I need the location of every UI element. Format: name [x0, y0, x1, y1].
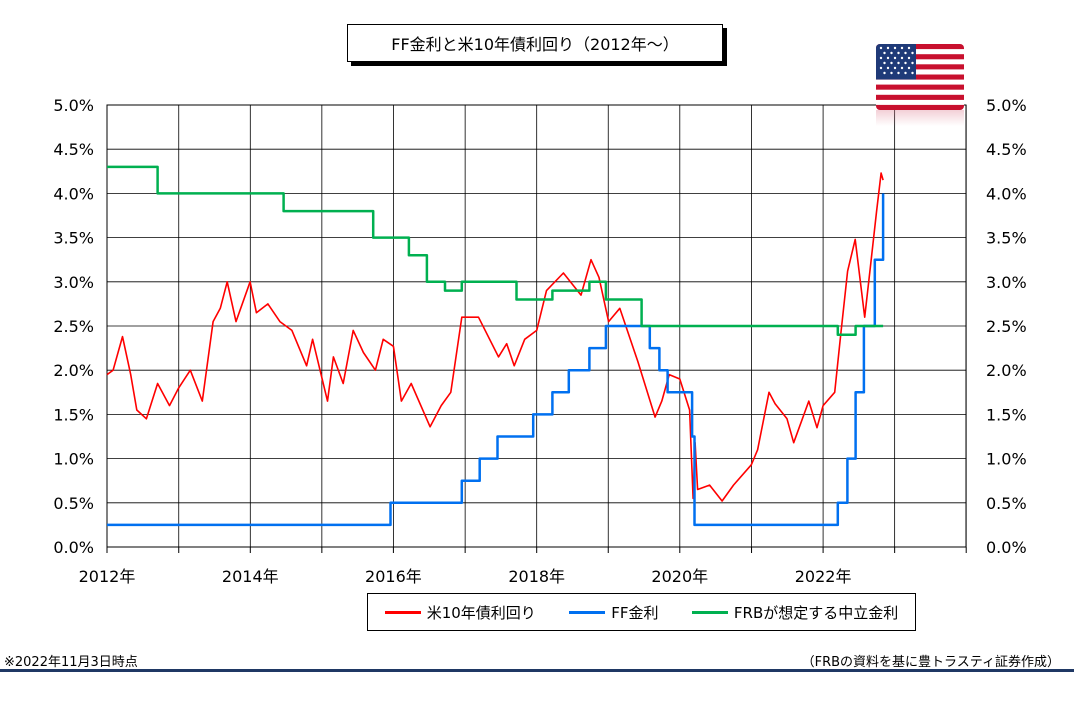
legend-label-neutral: FRBが想定する中立金利 [733, 603, 899, 622]
x-tick-label: 2016年 [365, 567, 422, 586]
ff-rate-line [107, 193, 885, 527]
legend-swatch-ff [569, 610, 606, 614]
legend-label-us10y: 米10年債利回り [426, 603, 536, 622]
x-tick-label: 2022年 [795, 567, 852, 586]
legend-item-us10y: 米10年債利回り [384, 602, 536, 623]
x-tick-label: 2020年 [651, 567, 708, 586]
bottom-rule [0, 669, 1074, 672]
x-tick-label: 2012年 [79, 567, 136, 586]
y-tick-label-left: 1.5% [53, 405, 94, 424]
x-tick-label: 2014年 [222, 567, 279, 586]
y-tick-label-left: 0.0% [53, 538, 94, 557]
y-tick-label-right: 0.5% [986, 494, 1027, 513]
y-tick-label-left: 2.0% [53, 361, 94, 380]
y-tick-label-left: 4.5% [53, 140, 94, 159]
axes: 0.0% 0.0% 0.5% 0.5% 1.0% 1.0% 1.5% 1.5% 2.0% 2.0%… [53, 96, 1026, 586]
us10y-line [106, 172, 884, 502]
us-flag-icon [876, 44, 964, 110]
y-tick-label-right: 2.0% [986, 361, 1027, 380]
x-tick-label: 2018年 [508, 567, 565, 586]
y-tick-label-right: 1.5% [986, 405, 1027, 424]
y-tick-label-right: 1.0% [986, 450, 1027, 469]
y-tick-label-left: 5.0% [53, 96, 94, 115]
y-tick-label-right: 3.0% [986, 273, 1027, 292]
y-tick-label-right: 4.5% [986, 140, 1027, 159]
y-tick-label-left: 3.0% [53, 273, 94, 292]
source-footnote: （FRBの資料を基に豊トラスティ証券作成） [801, 655, 1060, 670]
legend-swatch-us10y [384, 610, 421, 614]
series-lines [106, 165, 885, 527]
y-tick-label-left: 1.0% [53, 450, 94, 469]
y-tick-label-right: 0.0% [986, 538, 1027, 557]
chart-title: FF金利と米10年債利回り（2012年～） [347, 24, 723, 62]
legend-item-neutral: FRBが想定する中立金利 [691, 602, 899, 623]
chart-legend: 米10年債利回り FF金利 FRBが想定する中立金利 [367, 593, 916, 631]
y-tick-label-right: 5.0% [986, 96, 1027, 115]
legend-swatch-neutral [691, 610, 728, 614]
y-tick-label-left: 2.5% [53, 317, 94, 336]
y-tick-label-left: 3.5% [53, 229, 94, 248]
legend-label-ff: FF金利 [611, 603, 659, 622]
y-tick-label-right: 3.5% [986, 229, 1027, 248]
y-tick-label-left: 0.5% [53, 494, 94, 513]
neutral-rate-line [107, 165, 884, 337]
legend-item-ff: FF金利 [569, 602, 658, 623]
flag-reflection [876, 110, 964, 126]
y-tick-label-right: 4.0% [986, 184, 1027, 203]
y-tick-label-right: 2.5% [986, 317, 1027, 336]
date-footnote: ※2022年11月3日時点 [4, 655, 138, 670]
y-tick-label-left: 4.0% [53, 184, 94, 203]
